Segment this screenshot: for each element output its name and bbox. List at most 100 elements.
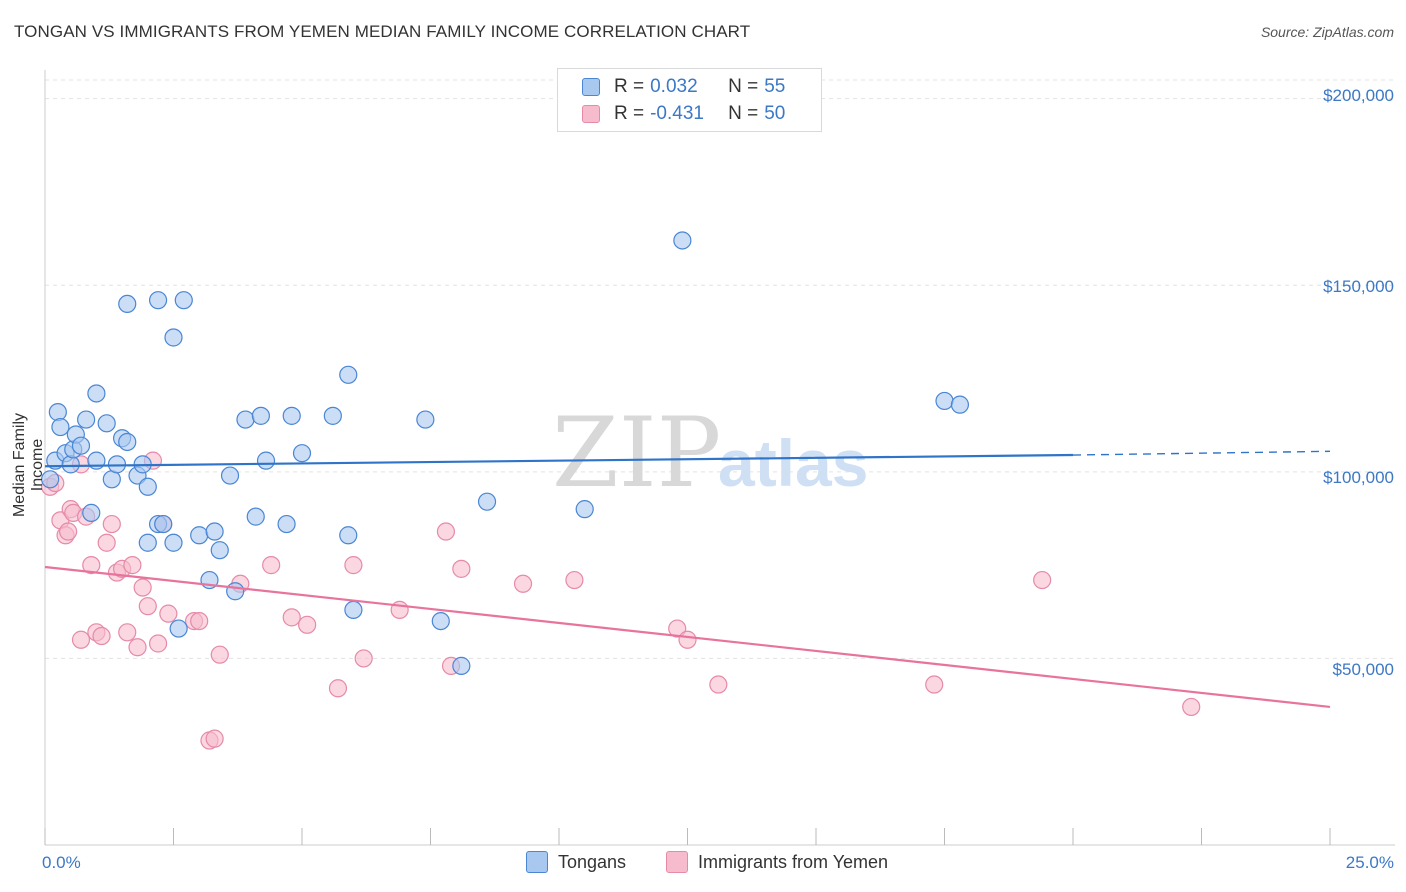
data-point-tongans [138,477,157,496]
y-tick-label: $100,000 [1323,468,1394,487]
data-point-yemen [513,574,533,593]
data-point-tongans [236,410,255,429]
data-point-yemen [102,514,121,534]
r-value: -0.431 [650,103,704,124]
data-point-tongans [950,395,970,414]
data-point-tongans [431,611,450,631]
data-point-tongans [82,503,101,522]
data-point-tongans [205,522,224,541]
watermark-zip: ZIP [552,397,721,509]
legend-row-yemen: R = -0.431 N = 50 [582,101,785,127]
y-tick-label: $150,000 [1323,277,1394,296]
trend-line-tongans [44,453,1074,468]
data-point-yemen [565,570,584,590]
data-point-yemen [118,623,137,642]
data-point-tongans [190,526,209,545]
data-point-tongans [164,328,183,347]
data-point-yemen [452,559,471,578]
correlation-legend: R = 0.032 N = 55 R = -0.431 N = 50 [557,68,822,132]
legend-swatch-tongans [526,851,548,873]
data-point-yemen [92,626,111,646]
legend-swatch-yemen [666,851,688,873]
bottom-legend-yemen: Immigrants from Yemen [666,851,888,873]
data-point-yemen [344,556,363,575]
data-point-yemen [668,619,687,638]
n-label: N = [728,76,759,97]
data-point-yemen [678,630,697,649]
data-point-tongans [220,466,240,485]
data-point-tongans [87,384,106,403]
data-point-tongans [292,444,312,463]
data-point-yemen [1182,697,1201,717]
y-tick-label: $200,000 [1323,86,1394,105]
chart-title: TONGAN VS IMMIGRANTS FROM YEMEN MEDIAN F… [14,22,751,41]
data-point-tongans [935,391,954,411]
bottom-legend-tongans: Tongans [526,851,626,873]
data-point-yemen [210,645,229,664]
watermark-atlas: atlas [718,426,868,500]
data-point-yemen [354,649,373,668]
data-point-yemen [159,604,178,623]
trend-lines [44,450,1331,709]
data-point-tongans [344,600,363,620]
data-point-tongans [97,414,116,433]
source-credit: Source: ZipAtlas.com [1260,24,1394,40]
r-label: R = [614,103,645,124]
data-point-yemen [138,597,157,616]
r-label: R = [614,76,645,97]
data-point-tongans [164,533,183,552]
x-tick-label-min: 0.0% [42,853,81,872]
data-point-tongans [339,526,358,545]
data-point-yemen [128,638,147,657]
data-point-tongans [282,406,301,425]
legend-swatch-yemen [582,105,600,123]
data-point-tongans [138,533,157,552]
legend-label-yemen: Immigrants from Yemen [698,851,889,872]
data-point-yemen [328,679,348,698]
n-value: 55 [764,76,786,97]
data-point-yemen [709,675,728,694]
trend-line-yemen [44,565,1331,709]
y-tick-label: $50,000 [1332,660,1394,679]
data-point-yemen [205,729,224,748]
trend-line-tongans-extension [1072,450,1331,456]
data-point-yemen [190,611,209,631]
data-point-tongans [118,432,137,452]
n-value: 50 [764,103,786,124]
data-point-tongans [169,619,188,638]
x-tick-label-max: 25.0% [1345,853,1394,872]
series-tongans-points [41,231,970,675]
data-point-yemen [262,556,281,575]
data-point-tongans [452,656,471,675]
data-point-tongans [174,291,193,310]
axes [44,70,1395,846]
watermark: ZIP atlas [552,397,868,509]
data-point-tongans [210,541,229,560]
legend-row-tongans: R = 0.032 N = 55 [582,74,785,100]
data-point-tongans [673,231,692,250]
gridlines [45,79,1395,659]
data-point-tongans [77,410,96,429]
data-point-tongans [48,403,67,422]
data-point-tongans [41,470,60,489]
data-point-yemen [1033,570,1052,590]
data-point-yemen [82,556,101,575]
data-point-yemen [123,556,142,575]
data-point-tongans [416,410,435,429]
data-point-yemen [148,634,168,653]
data-point-tongans [251,406,270,425]
n-label: N = [728,103,759,124]
data-point-tongans [477,492,497,511]
data-point-tongans [339,365,358,384]
data-point-tongans [226,582,245,601]
data-point-yemen [59,522,78,541]
data-point-tongans [575,500,594,519]
data-point-yemen [97,533,116,552]
y-axis-label: Median Family Income [11,412,46,518]
data-point-yemen [71,630,91,649]
data-point-yemen [133,578,152,597]
data-point-tongans [71,436,91,455]
legend-label-tongans: Tongans [558,851,627,872]
data-point-tongans [148,291,168,310]
